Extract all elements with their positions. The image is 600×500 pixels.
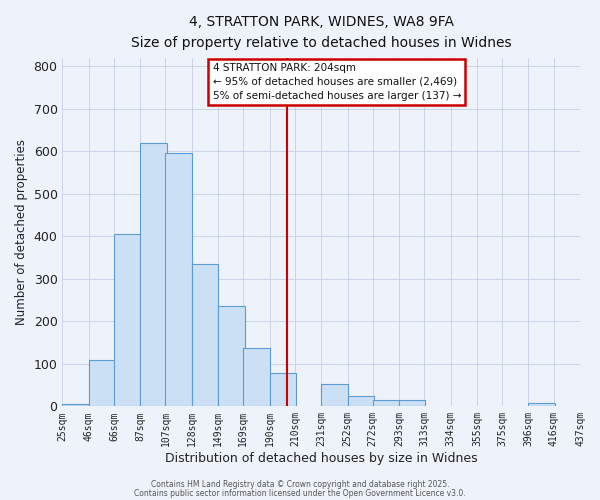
Bar [89,360,115,406]
X-axis label: Distribution of detached houses by size in Widnes: Distribution of detached houses by size … [165,452,478,465]
Bar [373,400,399,406]
Y-axis label: Number of detached properties: Number of detached properties [15,139,28,325]
Text: 4 STRATTON PARK: 204sqm
← 95% of detached houses are smaller (2,469)
5% of semi-: 4 STRATTON PARK: 204sqm ← 95% of detache… [212,63,461,101]
Bar [166,154,192,406]
Bar [62,404,89,406]
Bar [529,404,555,406]
Title: 4, STRATTON PARK, WIDNES, WA8 9FA
Size of property relative to detached houses i: 4, STRATTON PARK, WIDNES, WA8 9FA Size o… [131,15,512,50]
Bar [347,396,374,406]
Bar [140,142,167,406]
Bar [270,373,296,406]
Text: Contains HM Land Registry data © Crown copyright and database right 2025.: Contains HM Land Registry data © Crown c… [151,480,449,489]
Bar [244,348,270,406]
Bar [114,234,140,406]
Text: Contains public sector information licensed under the Open Government Licence v3: Contains public sector information licen… [134,488,466,498]
Bar [321,384,347,406]
Bar [399,400,425,406]
Bar [192,264,218,406]
Bar [218,306,245,406]
